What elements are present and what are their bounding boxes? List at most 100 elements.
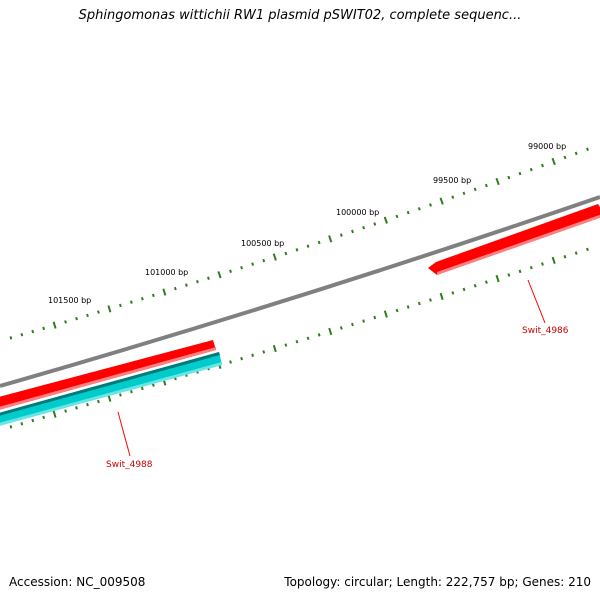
inner-tick-marks	[9, 247, 589, 429]
outer-ruler-minor-tick	[462, 191, 466, 196]
inner-ruler-minor-tick	[75, 406, 78, 410]
ruler-label-100500: 100500 bp	[241, 239, 284, 248]
inner-ruler-minor-tick	[339, 326, 343, 330]
outer-ruler-minor-tick	[196, 279, 199, 284]
inner-ruler-minor-tick	[295, 339, 299, 344]
inner-ruler-minor-tick	[541, 262, 544, 266]
outer-ruler-minor-tick	[451, 195, 455, 199]
gene-swit-4986-feature[interactable]	[428, 204, 600, 275]
inner-ruler-major-tick	[272, 344, 277, 353]
outer-ruler-minor-tick	[306, 244, 310, 248]
inner-ruler-major-tick	[383, 310, 388, 318]
inner-ruler-major-tick	[328, 327, 333, 336]
inner-ruler-minor-tick	[451, 291, 455, 295]
inner-ruler-minor-tick	[306, 336, 310, 341]
ruler-label-101500: 101500 bp	[48, 296, 91, 305]
inner-ruler-minor-tick	[362, 319, 365, 323]
outer-ruler-minor-tick	[484, 183, 488, 188]
outer-ruler-minor-tick	[417, 207, 421, 211]
gene-label-swit-4988[interactable]: Swit_4988	[106, 460, 153, 470]
outer-ruler-minor-tick	[362, 225, 366, 230]
outer-ruler-minor-tick	[229, 269, 232, 273]
inner-ruler-minor-tick	[151, 383, 155, 387]
inner-ruler-minor-tick	[518, 269, 522, 274]
outer-ruler-minor-tick	[262, 258, 266, 263]
inner-ruler-minor-tick	[240, 356, 243, 361]
inner-ruler-minor-tick	[97, 399, 100, 404]
outer-tick-marks	[9, 147, 589, 340]
outer-ruler-minor-tick	[173, 286, 177, 291]
outer-ruler-minor-tick	[97, 310, 100, 314]
outer-ruler-major-tick	[107, 305, 112, 313]
outer-ruler-major-tick	[162, 288, 167, 296]
inner-ruler-minor-tick	[529, 265, 533, 270]
outer-ruler-major-tick	[495, 177, 500, 186]
gene-label-swit-4986[interactable]: Swit_4986	[522, 326, 569, 336]
inner-ruler-minor-tick	[42, 415, 46, 420]
inner-ruler-minor-tick	[251, 353, 255, 357]
outer-ruler-minor-tick	[251, 262, 255, 266]
outer-ruler-major-tick	[52, 321, 57, 329]
outer-ruler-minor-tick	[574, 151, 578, 156]
outer-ruler-minor-tick	[473, 187, 477, 192]
outer-ruler-minor-tick	[586, 147, 589, 152]
inner-ruler-minor-tick	[563, 255, 567, 259]
inner-ruler-minor-tick	[507, 273, 511, 277]
inner-ruler-minor-tick	[429, 298, 432, 302]
inner-ruler-minor-tick	[586, 247, 589, 252]
outer-ruler-minor-tick	[129, 300, 133, 304]
inner-ruler-minor-tick	[119, 393, 122, 397]
outer-ruler-minor-tick	[64, 320, 67, 324]
outer-ruler-minor-tick	[507, 175, 511, 180]
inner-ruler-minor-tick	[229, 360, 232, 364]
outer-ruler-minor-tick	[429, 203, 432, 207]
outer-ruler-minor-tick	[395, 214, 399, 219]
outer-ruler-major-tick	[551, 157, 556, 166]
map-title: Sphingomonas wittichii RW1 plasmid pSWIT…	[78, 8, 522, 23]
inner-ruler-major-tick	[495, 274, 500, 283]
inner-ruler-minor-tick	[317, 333, 321, 337]
inner-ruler-minor-tick	[262, 350, 266, 354]
outer-ruler-minor-tick	[317, 240, 321, 245]
outer-ruler-minor-tick	[541, 163, 544, 168]
outer-ruler-minor-tick	[31, 329, 35, 334]
outer-ruler-minor-tick	[406, 210, 410, 215]
inner-ruler-minor-tick	[130, 390, 133, 394]
topology-summary-text: Topology: circular; Length: 222,757 bp; …	[284, 575, 591, 589]
reverse-gene-feature[interactable]	[0, 352, 222, 427]
inner-ruler-minor-tick	[20, 422, 24, 426]
ruler-label-101000: 101000 bp	[145, 268, 188, 277]
inner-ruler-minor-tick	[574, 251, 578, 255]
inner-ruler-minor-tick	[284, 343, 288, 347]
outer-ruler-minor-tick	[295, 248, 299, 252]
ruler-label-100000: 100000 bp	[336, 208, 379, 217]
inner-ruler-minor-tick	[373, 315, 377, 320]
inner-ruler-major-tick	[551, 256, 556, 265]
ruler-label-99000: 99000 bp	[528, 142, 566, 151]
gene-swit-4988-feature[interactable]	[0, 340, 216, 411]
outer-ruler-minor-tick	[339, 233, 343, 237]
outer-ruler-minor-tick	[284, 251, 288, 256]
outer-ruler-minor-tick	[563, 155, 567, 160]
inner-ruler-minor-tick	[473, 283, 477, 288]
inner-ruler-major-tick	[439, 292, 444, 301]
inner-ruler-minor-tick	[9, 425, 13, 429]
outer-ruler-minor-tick	[240, 265, 244, 270]
inner-ruler-minor-tick	[31, 418, 35, 423]
outer-ruler-major-tick	[383, 216, 388, 224]
inner-ruler-minor-tick	[64, 409, 67, 413]
outer-ruler-major-tick	[328, 235, 333, 243]
inner-ruler-minor-tick	[395, 308, 399, 313]
inner-ruler-minor-tick	[417, 301, 421, 306]
outer-ruler-minor-tick	[119, 303, 122, 308]
inner-ruler-minor-tick	[86, 402, 89, 407]
outer-ruler-minor-tick	[20, 333, 24, 337]
inner-ruler-major-tick	[52, 410, 57, 418]
inner-ruler-minor-tick	[140, 386, 144, 391]
outer-ruler-minor-tick	[373, 222, 377, 226]
outer-ruler-minor-tick	[207, 276, 210, 280]
ruler-label-99500: 99500 bp	[433, 176, 471, 185]
outer-ruler-minor-tick	[529, 167, 533, 172]
outer-ruler-minor-tick	[75, 316, 78, 321]
accession-text: Accession: NC_009508	[9, 575, 146, 589]
